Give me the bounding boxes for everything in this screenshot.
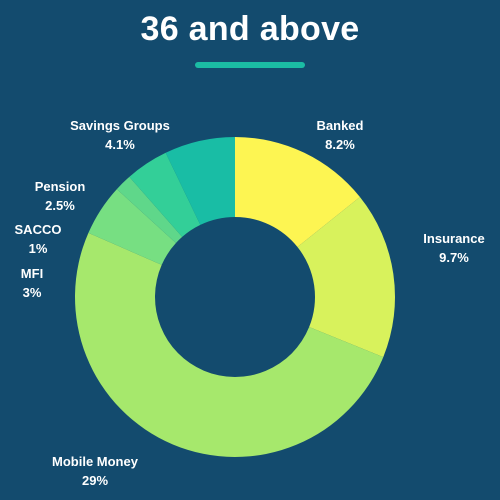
slice-label-insurance: Insurance — [423, 231, 484, 246]
slice-value-insurance: 9.7% — [439, 250, 469, 265]
slice-label-mfi: MFI — [21, 266, 43, 281]
slice-pension — [129, 152, 201, 237]
slice-value-mobile-money: 29% — [82, 473, 108, 488]
slice-label-sacco: SACCO — [15, 222, 62, 237]
slice-label-pension: Pension — [35, 179, 86, 194]
slice-label-savings-groups: Savings Groups — [70, 118, 170, 133]
slice-insurance — [297, 197, 395, 358]
slice-banked — [235, 137, 360, 248]
chart-title: 36 and above — [140, 10, 360, 48]
title-underline — [195, 62, 305, 68]
slice-value-sacco: 1% — [29, 241, 48, 256]
slice-mfi — [88, 189, 176, 265]
slice-label-banked: Banked — [317, 118, 364, 133]
slice-value-banked: 8.2% — [325, 137, 355, 152]
slice-sacco — [116, 176, 183, 244]
slice-value-pension: 2.5% — [45, 198, 75, 213]
slice-mobile-money — [75, 232, 384, 457]
slice-label-mobile-money: Mobile Money — [52, 454, 139, 469]
slice-value-mfi: 3% — [23, 285, 42, 300]
slice-value-savings-groups: 4.1% — [105, 137, 135, 152]
slice-savings-groups — [165, 137, 235, 225]
donut-labels: Banked 8.2% Insurance 9.7% Mobile Money 29% MF… — [15, 118, 485, 488]
donut-slices — [75, 137, 395, 457]
